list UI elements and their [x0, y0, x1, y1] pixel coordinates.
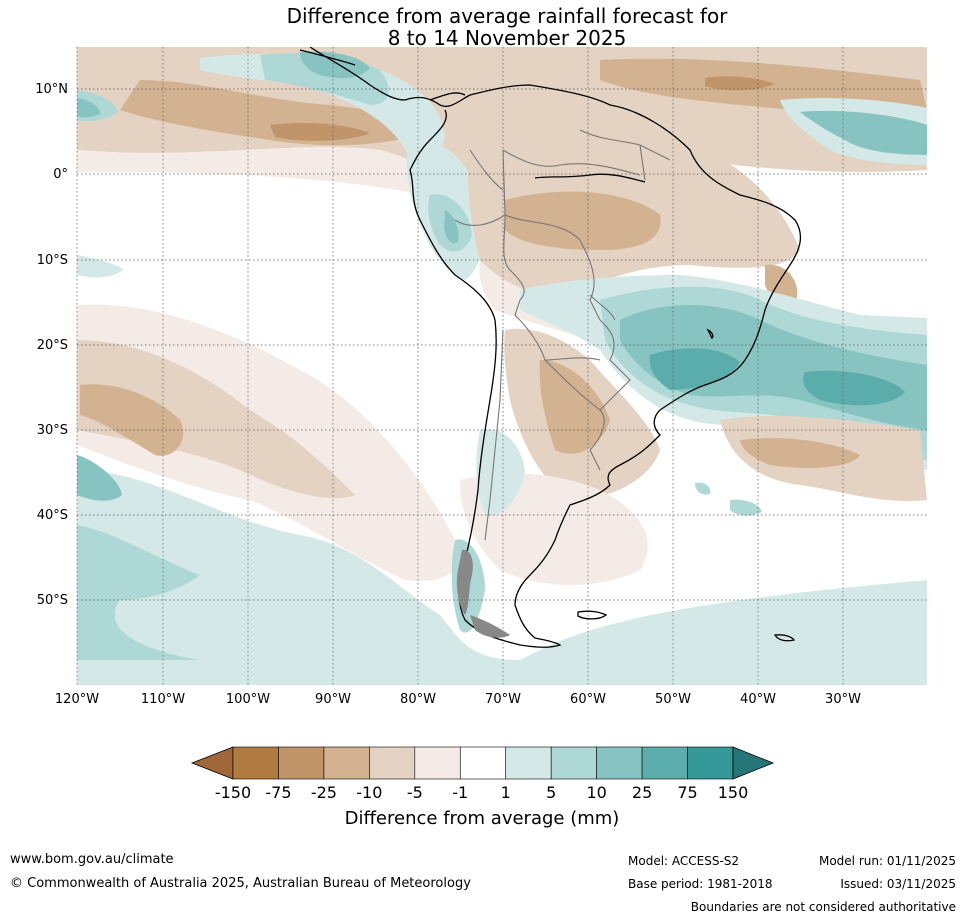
footer-base-period: Base period: 1981-2018 — [628, 877, 773, 891]
lat-label-20s: 20°S — [36, 338, 68, 353]
colorbar-swatch — [596, 746, 643, 780]
anomaly-region — [77, 98, 100, 118]
anomaly-region — [77, 147, 470, 205]
lon-label-110w: 110°W — [140, 692, 186, 707]
anomaly-region — [77, 455, 122, 501]
lon-label-30w: 30°W — [825, 692, 861, 707]
colorbar-tick-label: -5 — [406, 783, 423, 802]
lon-label-100w: 100°W — [225, 692, 271, 707]
anomaly-region — [77, 470, 927, 685]
anomaly-region — [695, 482, 711, 495]
coastline — [299, 47, 802, 648]
anomaly-region — [444, 210, 459, 244]
colorbar-swatch — [369, 746, 416, 780]
country-borders — [454, 129, 671, 541]
colorbar-swatch — [550, 746, 597, 780]
anomaly-region — [705, 76, 775, 91]
colorbar-tick-label: 150 — [717, 783, 749, 802]
colorbar-tick-label: -25 — [310, 783, 337, 802]
lat-label-50s: 50°S — [36, 593, 68, 608]
lon-label-60w: 60°W — [570, 692, 606, 707]
fjord-coast-detail — [456, 549, 510, 638]
lat-label-30s: 30°S — [36, 423, 68, 438]
anomaly-region — [270, 122, 370, 141]
colorbar-label: Difference from average (mm) — [344, 808, 620, 829]
footer-boundaries-note: Boundaries are not considered authoritat… — [690, 900, 956, 914]
colorbar-tick-label: -75 — [265, 783, 292, 802]
colorbar-swatch — [278, 746, 325, 780]
anomaly-region — [730, 499, 762, 516]
rainfall-anomaly-fields — [77, 47, 927, 685]
anomaly-region — [740, 438, 860, 468]
lat-label-10n: 10°N — [35, 82, 68, 97]
lon-label-120w: 120°W — [54, 692, 100, 707]
anomaly-region — [800, 110, 927, 155]
colorbar-tick-label: 5 — [546, 783, 557, 802]
lat-label-40s: 40°S — [36, 508, 68, 523]
lat-label-10s: 10°S — [36, 253, 68, 268]
colorbar-swatch — [687, 746, 734, 780]
colorbar-tick-label: -1 — [452, 783, 469, 802]
colorbar-swatch — [414, 746, 461, 780]
colorbar-tick-label: 10 — [586, 783, 607, 802]
anomaly-region — [77, 525, 200, 660]
colorbar-extend-low — [190, 746, 234, 780]
anomaly-region — [300, 51, 370, 79]
lat-label-0: 0° — [53, 167, 68, 182]
colorbar-tick-label: 25 — [631, 783, 653, 802]
colorbar-swatch — [505, 746, 552, 780]
colorbar-tick-label: -10 — [356, 783, 383, 802]
colorbar — [190, 746, 775, 780]
anomaly-region — [77, 340, 355, 499]
anomaly-region — [476, 429, 525, 516]
lon-label-40w: 40°W — [740, 692, 776, 707]
lon-label-80w: 80°W — [400, 692, 436, 707]
colorbar-swatch — [459, 746, 507, 780]
footer-model-run: Model run: 01/11/2025 — [818, 854, 956, 868]
anomaly-region — [80, 384, 184, 456]
colorbar-extend-high — [732, 746, 775, 780]
chart-title-line2: 8 to 14 November 2025 — [387, 26, 627, 50]
lon-label-50w: 50°W — [655, 692, 691, 707]
colorbar-swatch — [323, 746, 370, 780]
anomaly-region — [77, 255, 123, 278]
anomaly-region — [505, 191, 661, 250]
colorbar-tick-label: 75 — [677, 783, 698, 802]
colorbar-tick-label: -150 — [214, 783, 252, 802]
colorbar-swatch — [232, 746, 279, 780]
lon-label-70w: 70°W — [485, 692, 521, 707]
anomaly-region — [649, 348, 740, 390]
footer-issued: Issued: 03/11/2025 — [840, 877, 956, 891]
footer-website: www.bom.gov.au/climate — [10, 852, 174, 867]
colorbar-swatch — [641, 746, 688, 780]
chart-title-line1: Difference from average rainfall forecas… — [286, 4, 728, 28]
colorbar-tick-label: 1 — [500, 783, 511, 802]
footer-model: Model: ACCESS-S2 — [628, 854, 740, 868]
footer-copyright: © Commonwealth of Australia 2025, Austra… — [10, 876, 471, 891]
anomaly-region — [803, 370, 905, 406]
lon-label-90w: 90°W — [315, 692, 351, 707]
